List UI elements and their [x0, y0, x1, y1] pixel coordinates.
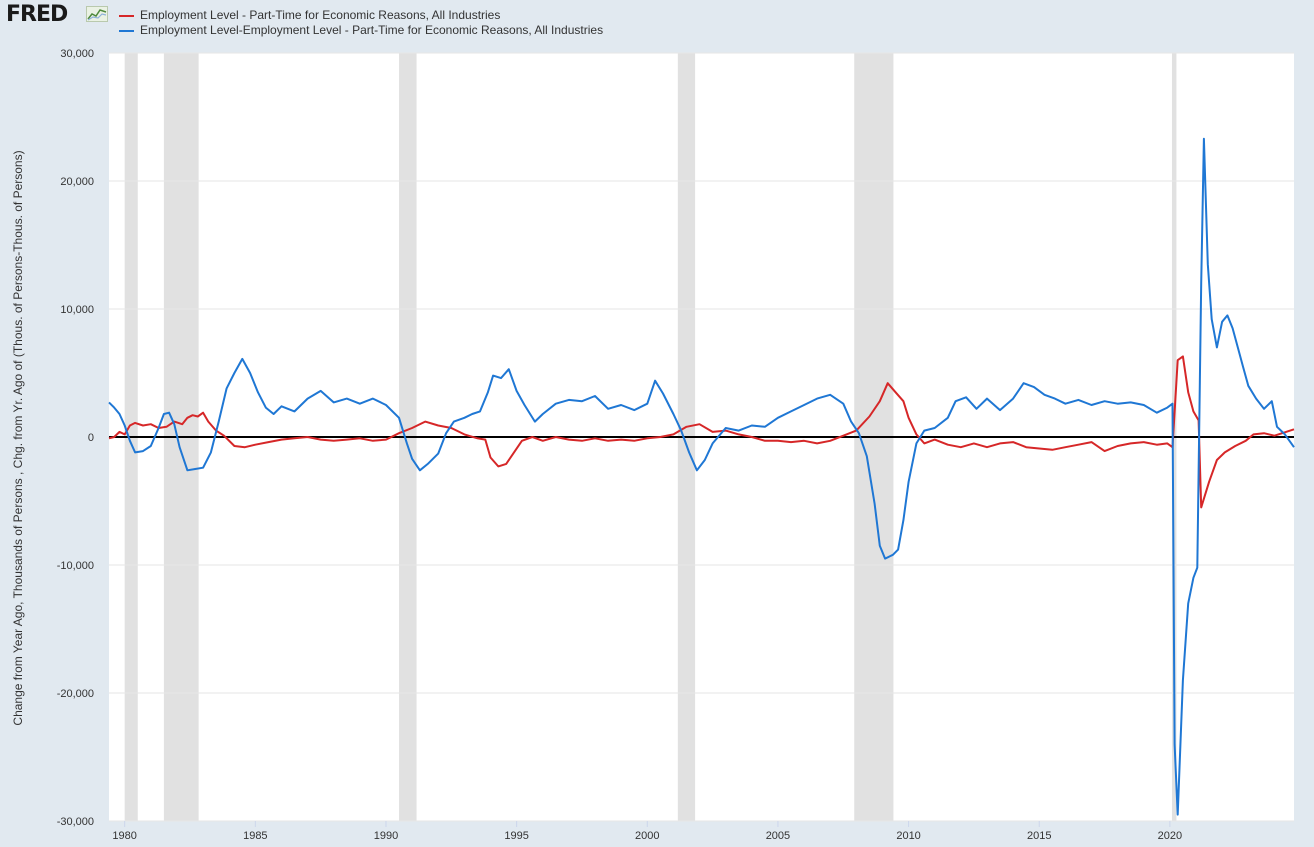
legend-swatch-red — [119, 15, 134, 17]
series-line-0 — [108, 355, 1295, 509]
x-tick-label: 1990 — [374, 830, 398, 842]
legend-swatch-blue — [119, 30, 134, 32]
x-tick-label: 2015 — [1027, 830, 1051, 842]
y-axis-ticks: 30,000 20,000 10,000 0 -10,000 -20,000 -30,000 — [57, 48, 94, 828]
fred-logo[interactable]: FRED — [6, 2, 68, 27]
x-tick-label: 1980 — [112, 830, 136, 842]
y-tick-label: -10,000 — [57, 560, 94, 572]
series-line-1 — [108, 137, 1295, 816]
x-tick-label: 1985 — [243, 830, 267, 842]
x-tick-label: 2005 — [766, 830, 790, 842]
legend-label-red-series: Employment Level - Part-Time for Economi… — [140, 8, 501, 22]
y-tick-label: 30,000 — [60, 48, 94, 60]
y-tick-label: 20,000 — [60, 176, 94, 188]
fred-logo-chart-icon — [86, 6, 108, 22]
x-tick-label: 2010 — [896, 830, 920, 842]
gridlines — [109, 52, 1294, 822]
x-tick-label: 2000 — [635, 830, 659, 842]
series-lines — [108, 137, 1295, 816]
y-tick-label: 10,000 — [60, 304, 94, 316]
y-tick-label: -20,000 — [57, 688, 94, 700]
x-axis-ticks: 1980 1985 1990 1995 2000 2005 2010 2015 2020 — [112, 821, 1182, 842]
y-tick-label: 0 — [88, 432, 94, 444]
x-tick-label: 1995 — [504, 830, 528, 842]
legend-label-blue-series: Employment Level-Employment Level - Part… — [140, 23, 604, 37]
chart-header: FRED Employment Level - Part-Time for Ec… — [0, 0, 1314, 44]
y-tick-label: -30,000 — [57, 816, 94, 828]
x-tick-label: 2020 — [1158, 830, 1182, 842]
